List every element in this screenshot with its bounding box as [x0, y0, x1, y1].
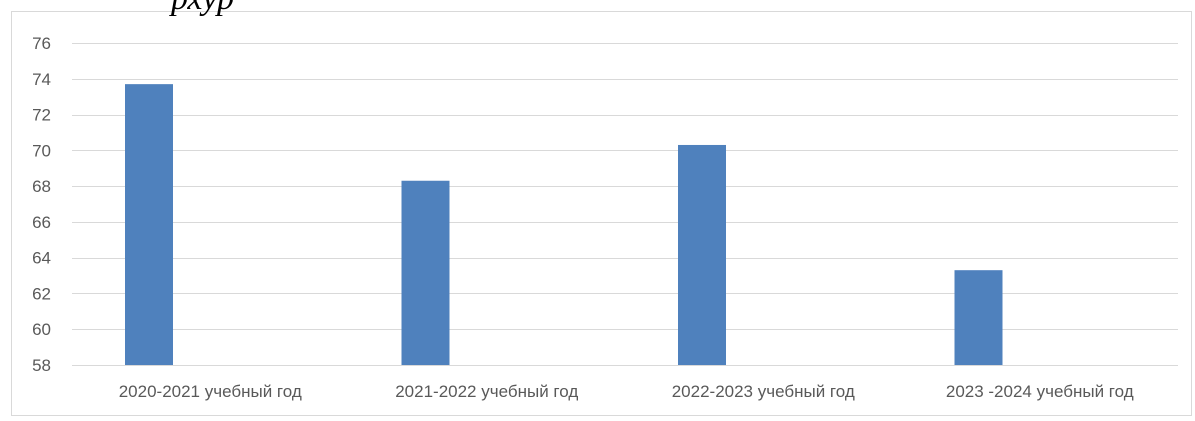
y-tick-label: 58 [32, 356, 51, 375]
bar [954, 270, 1003, 365]
y-tick-label: 64 [32, 249, 51, 268]
y-tick-label: 72 [32, 106, 51, 125]
y-tick-label: 76 [32, 34, 51, 53]
y-axis-tick-labels: 58 60 62 64 66 68 70 72 74 76 [32, 34, 51, 375]
y-tick-label: 62 [32, 284, 51, 303]
chart-border [11, 11, 1192, 416]
gridlines [72, 43, 1178, 366]
bar [125, 84, 173, 366]
y-tick-label: 60 [32, 320, 51, 339]
bar [401, 180, 450, 365]
header-text-fragment: рхур [171, 0, 234, 18]
bar [678, 144, 726, 365]
y-tick-label: 74 [32, 70, 51, 89]
y-tick-label: 66 [32, 213, 51, 232]
x-tick-label: 2020-2021 учебный год [119, 382, 302, 401]
bars [125, 84, 1003, 366]
y-tick-label: 68 [32, 177, 51, 196]
x-tick-label: 2021-2022 учебный год [395, 382, 578, 401]
y-tick-label: 70 [32, 141, 51, 160]
x-axis-tick-labels: 2020-2021 учебный год 2021-2022 учебный г… [119, 382, 1134, 401]
x-tick-label: 2022-2023 учебный год [672, 382, 855, 401]
x-tick-label: 2023 -2024 учебный год [946, 382, 1134, 401]
